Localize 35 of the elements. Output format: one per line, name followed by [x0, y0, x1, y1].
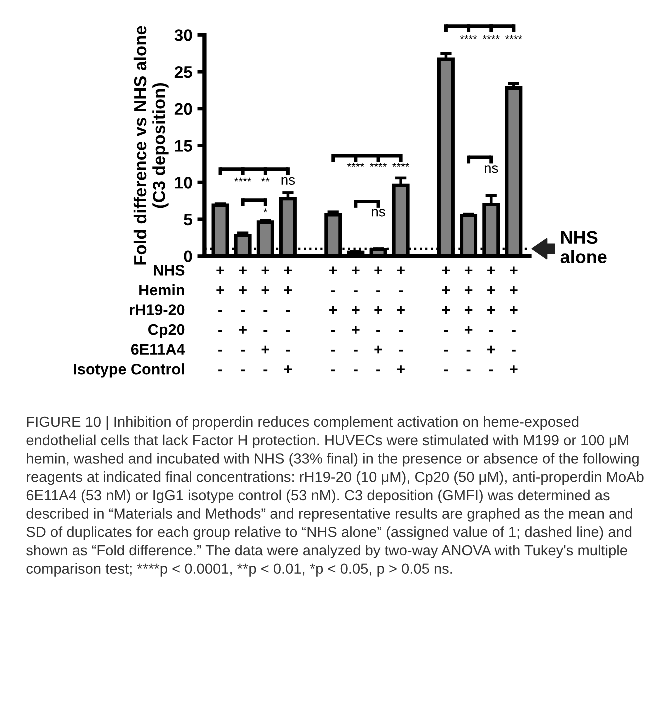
annotation: ns — [484, 166, 498, 174]
y-tick-label: 0 — [184, 250, 192, 263]
x-tick-label: + + - - - - — [216, 266, 224, 372]
y-axis-title: Fold difference vs NHS alone (C3 deposition) — [134, 26, 169, 265]
annotation: **** — [482, 36, 500, 40]
text: NHS Hemin rH19-20 Cp20 6E11A4 Isotype Control — [74, 265, 186, 378]
x-tick-label: + + + - + - — [488, 266, 496, 372]
x-tick-label: + - + - - - — [330, 266, 338, 372]
annotation: **** — [460, 36, 478, 40]
x-tick-label: + + + - - - — [442, 266, 450, 372]
annotation: **** — [505, 36, 522, 40]
ref-line-label: NHS alone — [560, 231, 607, 264]
annotation: ** — [262, 178, 270, 182]
y-tick-label: 10 — [175, 177, 192, 189]
y-tick-label: 25 — [174, 66, 192, 78]
x-tick-label: + - + - - + — [397, 266, 405, 374]
annotation: ns — [372, 209, 386, 217]
x-tick-label: + + - - + - — [262, 266, 270, 372]
x-tick-label: + + - + - - — [239, 266, 247, 372]
x-tick-label: + - + - + - — [374, 266, 382, 372]
x-tick-label: + - + + - - — [352, 266, 360, 372]
text: FIGURE 10 | Inhibition of properdin reduces complement activation on heme-exposed endothelial cells that lack Factor H protection. HUVECs were stimulated with M199 or 100 μM hemin, washed and incubated with NHS (33% final) in the presence or absence of the following reagents at indicated final concentrations: rH19-20 (10 μM), Cp20 (50 μM), anti-properdin MoAb 6E11A4 (53 nM) or IgG1 isotype control (53 nM). C3 deposition (GMFI) was determined as described in “Materials and Methods” and representative results are graphed as the mean and SD of duplicates for each group relative to “NHS alone” (assigned value of 1; dashed line) and shown as “Fold difference.” The data were analyzed by two-way ANOVA with Tukey's multiple comparison test; ****p < 0.0001, **p < 0.01, *p < 0.05, p > 0.05 ns. — [26, 416, 644, 577]
y-tick-label: 15 — [175, 140, 192, 152]
annotation: **** — [234, 178, 252, 182]
annotation: * — [264, 208, 268, 213]
x-tick-label: + + + + - - — [464, 266, 473, 372]
y-tick-label: 20 — [174, 103, 192, 116]
annotation: **** — [370, 163, 387, 167]
annotation: ns — [282, 177, 296, 186]
x-tick-label: + + + - - + — [510, 266, 518, 374]
annotation: **** — [347, 163, 364, 167]
x-tick-label: + + - - - + — [284, 266, 292, 374]
annotation: **** — [392, 163, 410, 167]
y-tick-label: 30 — [174, 30, 192, 42]
y-tick-label: 5 — [184, 214, 192, 226]
